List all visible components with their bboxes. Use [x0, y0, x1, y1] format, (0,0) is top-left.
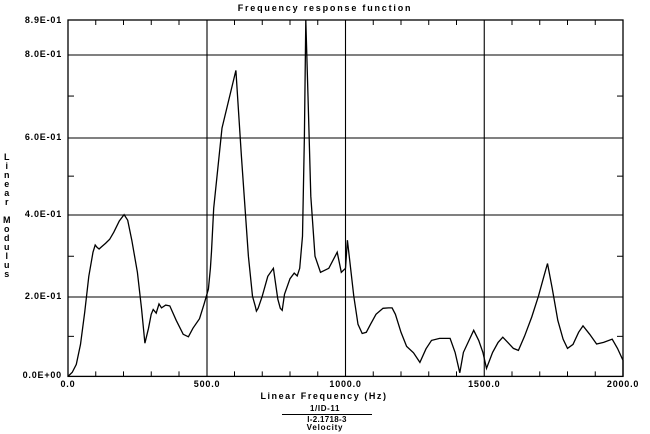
svg-text:Frequency response function: Frequency response function	[238, 3, 413, 13]
